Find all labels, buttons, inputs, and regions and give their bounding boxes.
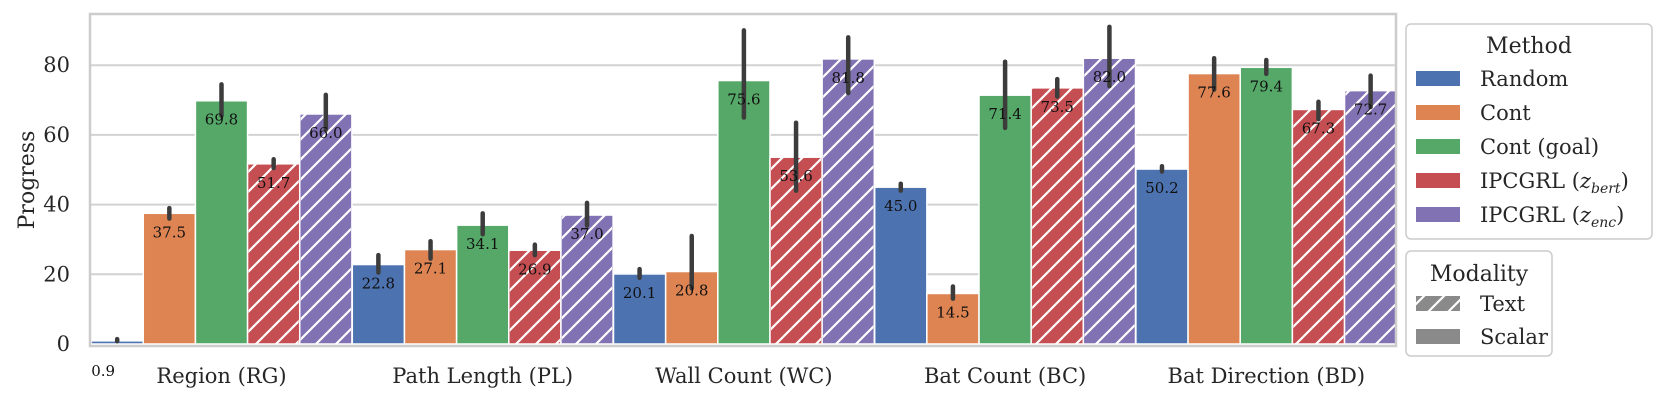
data-label-1-4: 37.0 bbox=[570, 225, 603, 243]
bar-3-2 bbox=[978, 94, 1032, 345]
legend-swatch-0 bbox=[1416, 71, 1460, 86]
error-bars bbox=[114, 24, 1373, 344]
legend-math-var: z bbox=[1579, 169, 1592, 193]
legend-label-3: IPCGRL (zbert) bbox=[1480, 169, 1629, 197]
data-label-4-4: 72.7 bbox=[1354, 101, 1387, 119]
legend-label-2: Cont (goal) bbox=[1480, 135, 1599, 159]
y-tick-label: 60 bbox=[43, 123, 70, 147]
modality-text-label: Text bbox=[1480, 292, 1526, 316]
data-label-3-0: 45.0 bbox=[884, 197, 917, 215]
method-legend-frame bbox=[1405, 23, 1653, 240]
bar-0-2 bbox=[194, 99, 249, 345]
x-category-label: Wall Count (WC) bbox=[655, 364, 832, 388]
y-axis-label: Progress bbox=[15, 131, 40, 230]
y-tick-label: 40 bbox=[43, 193, 70, 217]
data-label-2-0: 20.1 bbox=[623, 284, 656, 302]
legend-swatch-4 bbox=[1416, 207, 1460, 222]
data-label-0-2: 69.8 bbox=[205, 111, 238, 129]
legend-math-subscript: bert bbox=[1591, 181, 1621, 197]
modality-scalar-label: Scalar bbox=[1480, 325, 1549, 349]
bar-hatch-1-3 bbox=[509, 250, 560, 344]
data-label-3-1: 14.5 bbox=[936, 303, 969, 321]
data-label-4-3: 67.3 bbox=[1302, 119, 1335, 137]
y-tick-labels: 0 20 40 60 80 bbox=[43, 53, 70, 356]
legend-label-text: Cont bbox=[1480, 101, 1531, 125]
data-label-1-0: 22.8 bbox=[362, 275, 395, 293]
data-label-0-3: 51.7 bbox=[257, 174, 290, 192]
legend-label-text: IPCGRL ( bbox=[1480, 203, 1580, 227]
bar-3-0 bbox=[873, 186, 928, 345]
data-label-4-0: 50.2 bbox=[1145, 179, 1178, 197]
x-category-label: Bat Count (BC) bbox=[924, 364, 1086, 388]
data-label-1-1: 27.1 bbox=[414, 260, 447, 278]
legend-swatch-2 bbox=[1416, 139, 1460, 154]
y-tick-label: 80 bbox=[43, 53, 70, 77]
data-label-1-3: 26.9 bbox=[518, 260, 551, 278]
data-label-2-3: 53.6 bbox=[779, 167, 812, 185]
bar-hatch-4-3 bbox=[1293, 109, 1344, 344]
legend-math-var: z bbox=[1579, 203, 1592, 227]
bar-4-1 bbox=[1187, 72, 1241, 345]
bar-hatch-3-4 bbox=[1084, 58, 1135, 344]
data-label-4-2: 79.4 bbox=[1250, 77, 1283, 95]
legend-label-0: Random bbox=[1480, 67, 1568, 91]
data-label-3-3: 73.5 bbox=[1041, 98, 1074, 116]
data-labels: 0.9 37.5 69.8 51.7 66.0 22.8 27.1 34.1 26.9 37.0 2… bbox=[91, 68, 1387, 380]
x-category-label: Bat Direction (BD) bbox=[1168, 364, 1366, 388]
bar-4-2 bbox=[1239, 66, 1294, 345]
data-label-0-4: 66.0 bbox=[309, 124, 342, 142]
legend-math-close: ) bbox=[1621, 169, 1629, 193]
bar-3-1 bbox=[926, 292, 980, 345]
data-label-0-0: 0.9 bbox=[91, 362, 115, 380]
data-label-3-4: 82.0 bbox=[1093, 68, 1126, 86]
data-label-2-2: 75.6 bbox=[727, 91, 760, 109]
legend-label-text: Random bbox=[1480, 67, 1568, 91]
bars bbox=[90, 57, 1398, 345]
x-category-label: Region (RG) bbox=[156, 364, 286, 388]
modality-legend-title: Modality bbox=[1430, 262, 1529, 287]
bar-1-2 bbox=[455, 224, 510, 345]
bar-hatch-1-4 bbox=[561, 215, 613, 344]
y-tick-label: 0 bbox=[57, 332, 70, 356]
bar-hatch-0-3 bbox=[248, 163, 299, 344]
modality-scalar-swatch bbox=[1416, 329, 1460, 344]
legend-math-close: ) bbox=[1616, 203, 1624, 227]
legend-label-4: IPCGRL (zenc) bbox=[1480, 203, 1624, 231]
bar-0-1 bbox=[142, 212, 197, 345]
bar-4-0 bbox=[1135, 168, 1189, 345]
data-label-4-1: 77.6 bbox=[1197, 84, 1230, 102]
modality-legend: Modality Text Scalar bbox=[1405, 250, 1553, 357]
modality-text-hatch bbox=[1416, 296, 1460, 311]
legend-math-subscript: enc bbox=[1591, 215, 1616, 231]
data-label-0-1: 37.5 bbox=[153, 223, 186, 241]
bar-hatch-4-4 bbox=[1345, 90, 1396, 344]
method-legend-title: Method bbox=[1486, 34, 1572, 59]
x-category-label: Path Length (PL) bbox=[392, 364, 573, 388]
data-label-1-2: 34.1 bbox=[466, 235, 499, 253]
bar-1-1 bbox=[403, 248, 458, 345]
bar-hatch-2-4 bbox=[823, 58, 874, 344]
data-label-3-2: 71.4 bbox=[988, 105, 1021, 123]
y-tick-label: 20 bbox=[43, 262, 70, 286]
data-label-2-1: 20.8 bbox=[675, 282, 708, 300]
bar-2-2 bbox=[717, 79, 771, 345]
data-label-2-4: 81.8 bbox=[832, 69, 865, 87]
legend-label-text: IPCGRL ( bbox=[1480, 169, 1580, 193]
legend-swatch-1 bbox=[1416, 105, 1460, 120]
x-category-labels: Region (RG) Path Length (PL) Wall Count (W… bbox=[156, 364, 1365, 388]
bar-hatch-0-4 bbox=[300, 113, 351, 345]
bar-hatch-3-3 bbox=[1032, 87, 1083, 344]
legend-label-1: Cont bbox=[1480, 101, 1531, 125]
legend-label-text: Cont (goal) bbox=[1480, 135, 1599, 159]
legend-swatch-3 bbox=[1416, 173, 1460, 188]
plot-frame bbox=[88, 12, 1398, 348]
